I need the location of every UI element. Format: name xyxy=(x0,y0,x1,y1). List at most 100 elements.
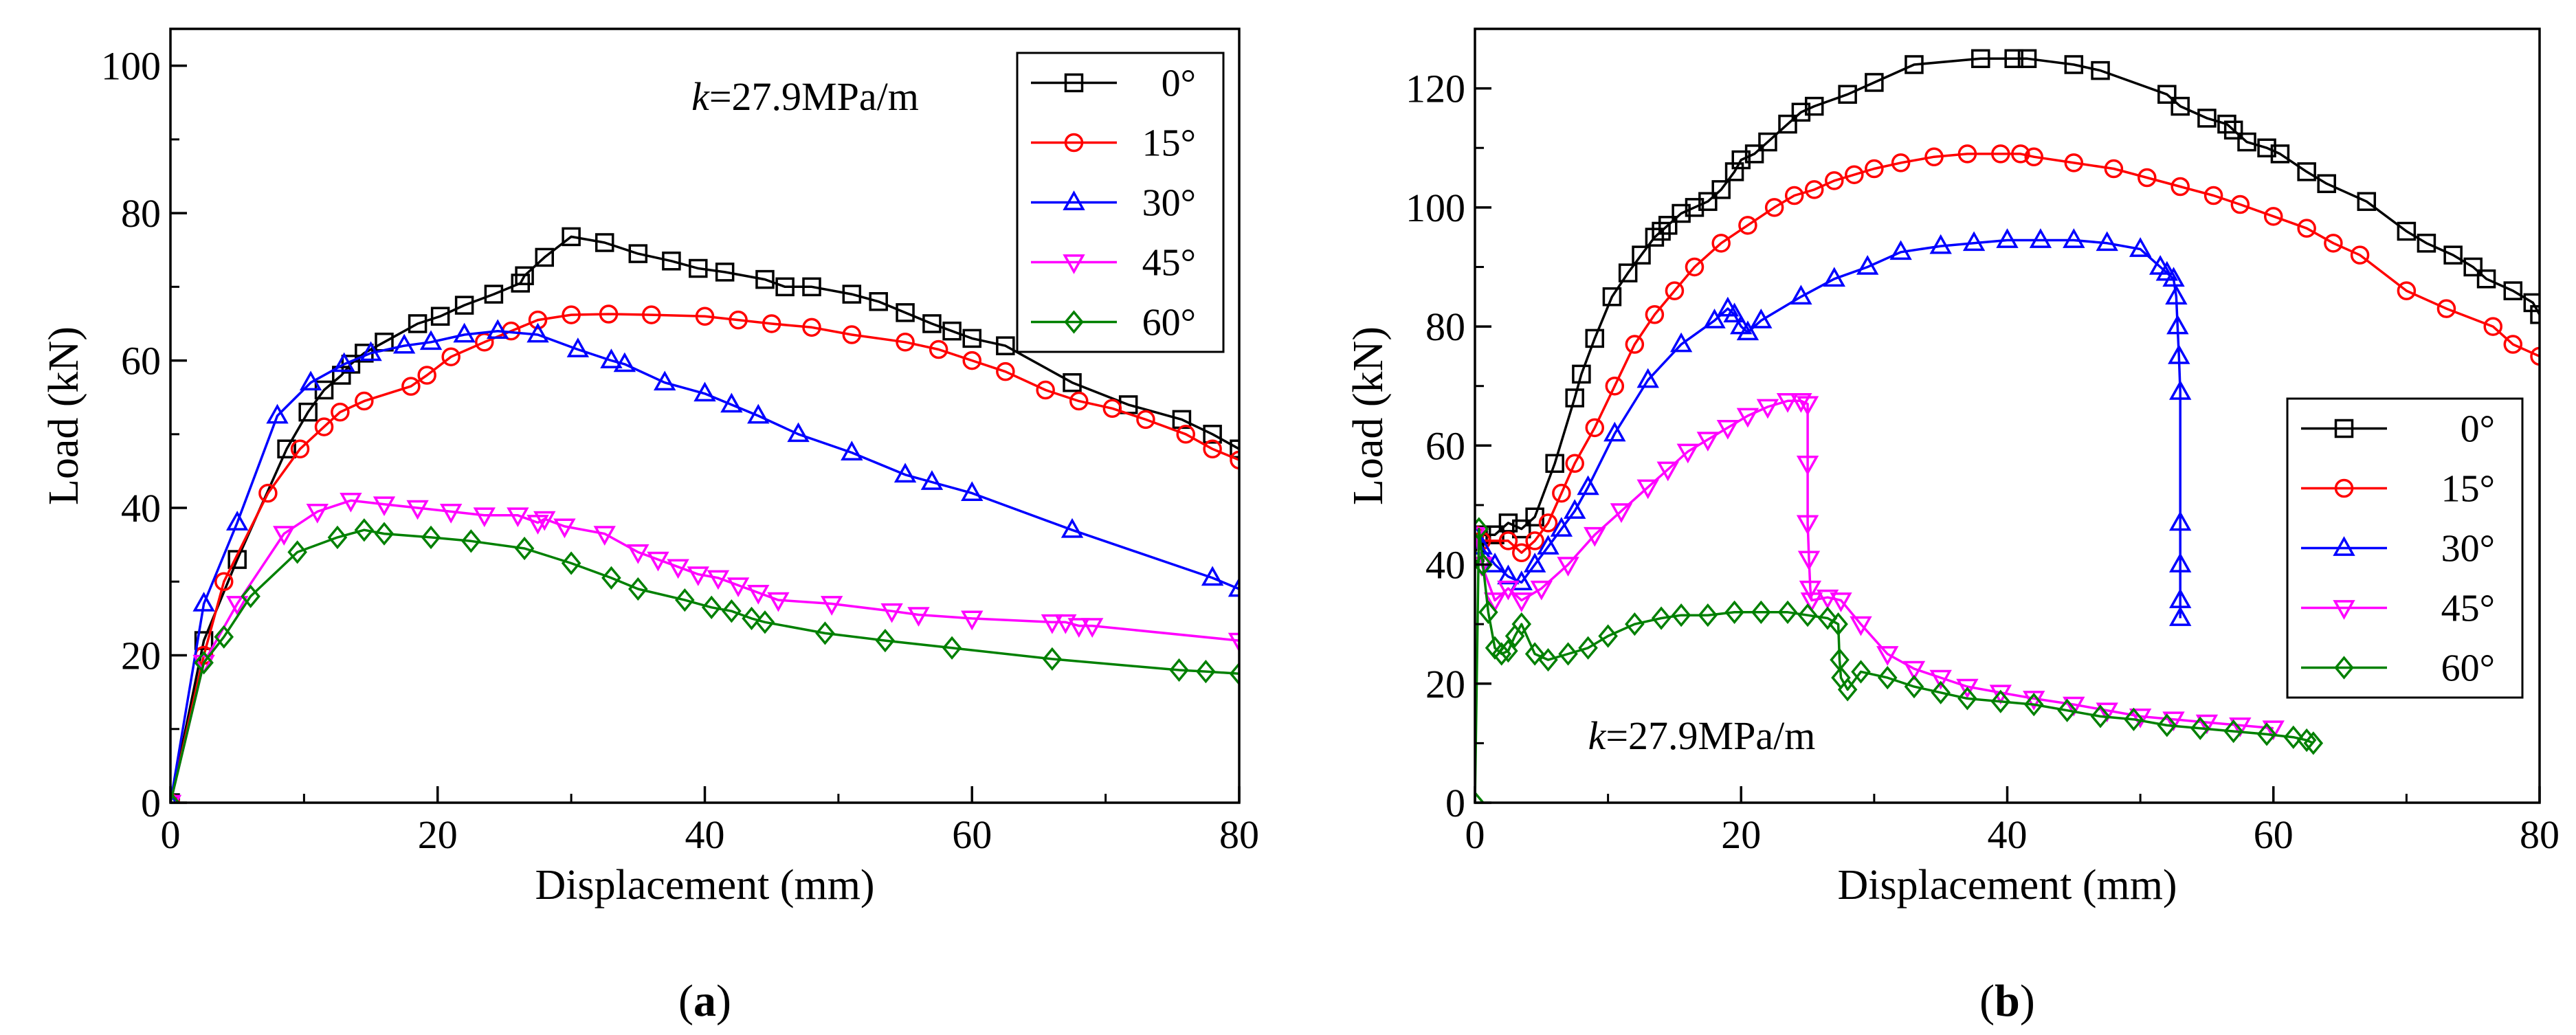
data-point xyxy=(707,570,730,590)
legend-marker xyxy=(2333,600,2355,620)
data-point xyxy=(2317,174,2336,193)
data-point xyxy=(266,403,289,424)
data-point xyxy=(290,439,310,459)
data-point xyxy=(2129,709,2152,728)
data-point xyxy=(2063,696,2085,717)
data-point xyxy=(327,525,348,550)
data-point xyxy=(942,321,962,341)
data-point xyxy=(2476,269,2496,289)
series-3 xyxy=(1475,392,2285,741)
data-point xyxy=(1856,255,1879,275)
y-tick-label: 100 xyxy=(1406,186,1465,230)
series-0 xyxy=(170,227,1239,803)
series-line xyxy=(1475,238,2181,619)
data-point xyxy=(287,540,307,564)
k-annotation: k=27.9MPa/m xyxy=(1588,713,1816,758)
data-point xyxy=(1658,216,1678,235)
data-point xyxy=(1989,685,2012,705)
x-tick-label: 40 xyxy=(1988,812,2028,857)
data-point xyxy=(417,366,436,385)
data-point xyxy=(514,536,535,561)
data-point xyxy=(2124,707,2144,731)
data-point xyxy=(1203,439,1222,459)
data-point xyxy=(2064,153,2084,172)
data-point xyxy=(1685,198,1705,217)
data-point xyxy=(2096,231,2118,252)
data-point xyxy=(1585,329,1605,348)
data-point xyxy=(962,350,981,370)
data-point xyxy=(1865,159,1884,179)
data-point xyxy=(2004,49,2023,69)
data-point xyxy=(1891,153,1911,172)
data-point xyxy=(1565,454,1584,474)
data-point xyxy=(2029,228,2052,248)
data-point xyxy=(2024,147,2043,166)
data-point xyxy=(1475,517,1489,541)
data-point xyxy=(439,504,463,524)
data-point xyxy=(2090,704,2111,728)
data-point xyxy=(2169,606,2192,626)
data-point xyxy=(1845,165,1864,184)
data-point xyxy=(1804,180,1824,199)
data-point xyxy=(1738,216,1757,235)
data-point xyxy=(2091,60,2110,80)
data-point xyxy=(820,596,843,616)
data-point xyxy=(1510,592,1533,612)
data-point xyxy=(1696,432,1720,452)
series-line xyxy=(170,313,1239,803)
legend-entry-label: 30° xyxy=(1142,182,1196,225)
y-tick-label: 20 xyxy=(121,634,161,678)
data-point xyxy=(1598,624,1618,648)
data-point xyxy=(1169,658,1189,682)
data-point xyxy=(1552,483,1571,503)
legend-marker xyxy=(2333,536,2355,556)
data-point xyxy=(787,422,810,443)
data-point xyxy=(1636,368,1659,388)
data-point xyxy=(1797,603,1818,627)
data-point xyxy=(1498,513,1518,533)
data-point xyxy=(1778,114,1797,134)
data-point xyxy=(1478,600,1498,624)
data-point xyxy=(2023,692,2044,717)
data-point xyxy=(1230,439,1239,459)
data-point xyxy=(1929,234,1952,254)
y-tick-label: 0 xyxy=(1445,781,1465,825)
data-point xyxy=(2104,159,2124,179)
data-point xyxy=(1530,580,1553,601)
data-point xyxy=(1557,557,1579,577)
data-point xyxy=(1837,678,1858,702)
data-point xyxy=(1924,147,1944,166)
data-point xyxy=(747,585,770,605)
data-point xyxy=(996,336,1015,355)
data-point xyxy=(2217,114,2236,134)
data-point xyxy=(1497,564,1520,585)
data-point xyxy=(331,402,350,422)
data-point xyxy=(1929,669,1952,690)
legend-marker xyxy=(1064,310,1084,334)
data-point xyxy=(2503,335,2523,354)
y-tick-label: 40 xyxy=(1425,543,1465,588)
data-point xyxy=(1750,309,1773,329)
data-point xyxy=(687,566,709,586)
data-point xyxy=(333,352,355,372)
data-point xyxy=(277,439,296,459)
data-point xyxy=(419,330,443,350)
data-point xyxy=(1651,606,1672,630)
data-point xyxy=(1511,612,1532,636)
data-point xyxy=(1703,309,1726,329)
data-point xyxy=(869,292,888,311)
data-point xyxy=(802,277,821,297)
data-point xyxy=(1905,55,1924,74)
data-point xyxy=(1665,281,1685,300)
data-point xyxy=(1605,376,1625,396)
legend-entry-label: 15° xyxy=(1142,122,1196,165)
data-point xyxy=(1523,553,1546,572)
data-point xyxy=(1201,566,1224,586)
data-point xyxy=(2530,346,2540,366)
data-point xyxy=(507,507,529,528)
y-tick-label: 80 xyxy=(121,191,161,236)
data-point xyxy=(1577,475,1599,496)
x-axis-label: Displacement (mm) xyxy=(1837,862,2177,909)
data-point xyxy=(1564,499,1586,519)
data-point xyxy=(535,247,554,267)
